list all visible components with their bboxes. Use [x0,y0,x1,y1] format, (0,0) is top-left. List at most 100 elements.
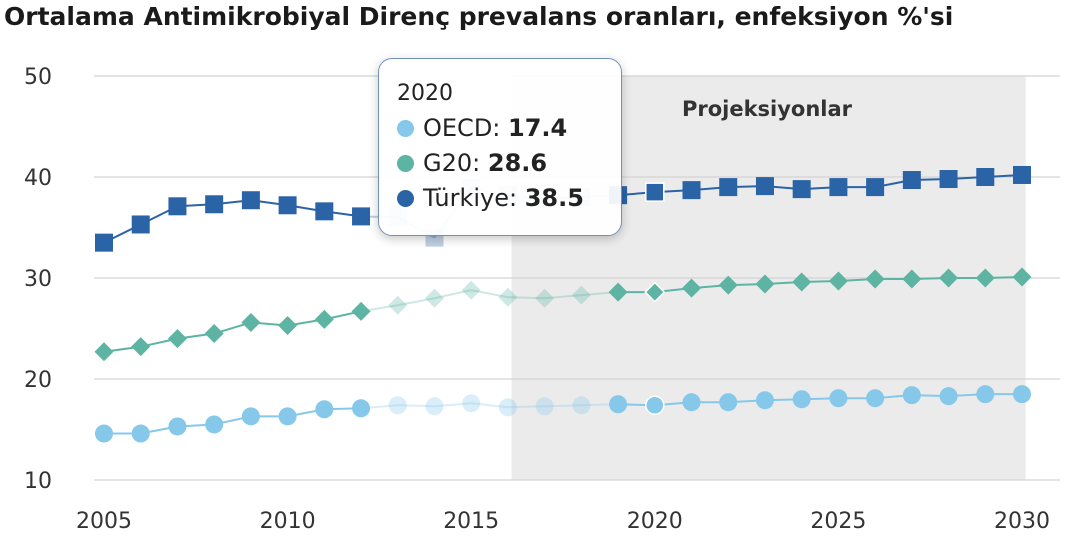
data-point[interactable] [388,396,407,415]
data-point[interactable] [461,280,481,300]
series-line-segment [397,297,435,307]
data-point[interactable] [682,393,701,412]
data-point[interactable] [204,324,224,344]
tooltip-label-turkiye: Türkiye: [423,184,518,212]
data-point[interactable] [168,417,187,436]
tooltip-row-g20: G20: 28.6 [397,146,621,181]
data-point[interactable] [314,309,334,329]
data-point[interactable] [498,287,518,307]
data-point[interactable] [241,312,261,332]
data-point[interactable] [131,337,151,357]
y-tick-label: 30 [24,267,52,292]
data-point[interactable] [424,288,444,308]
data-point[interactable] [792,272,812,292]
data-point[interactable] [902,171,921,190]
data-point[interactable] [975,268,995,288]
data-point[interactable] [131,424,150,443]
tooltip-row-oecd: OECD: 17.4 [397,111,621,146]
data-point[interactable] [644,281,666,303]
data-point[interactable] [645,395,665,416]
tooltip-value-oecd: 17.4 [508,114,568,142]
tooltip-year: 2020 [397,81,453,106]
data-point[interactable] [95,233,113,252]
series-line-segment [507,296,545,300]
data-point[interactable] [1012,267,1032,287]
data-point[interactable] [315,202,334,221]
series-line-segment [507,405,545,409]
y-tick-label: 50 [24,65,52,90]
tooltip-row-turkiye: Türkiye: 38.5 [397,181,621,216]
data-point[interactable] [939,387,958,406]
series-oecd [95,385,1031,443]
data-point[interactable] [939,268,959,288]
data-point[interactable] [866,389,885,408]
data-point[interactable] [939,170,958,189]
y-axis-ticks: 10 20 30 40 50 [24,65,52,494]
data-point[interactable] [535,397,554,416]
data-point[interactable] [719,393,738,412]
data-point[interactable] [95,424,113,443]
data-point[interactable] [792,390,811,409]
data-point[interactable] [1013,165,1031,184]
data-point[interactable] [462,394,481,413]
series-group [94,165,1032,443]
x-axis-ticks: 2005 2010 2015 2020 2025 2030 [76,509,1050,534]
data-point[interactable] [1013,385,1031,404]
data-point[interactable] [425,397,444,416]
data-point[interactable] [866,178,885,197]
data-point[interactable] [719,178,738,197]
y-tick-label: 20 [24,368,52,393]
data-point[interactable] [388,295,408,315]
data-point[interactable] [792,180,811,199]
data-point[interactable] [278,196,297,215]
data-point[interactable] [829,178,848,197]
tooltip: 2020 OECD: 17.4 G20: 28.6 Türkiye: 38.5 [378,58,622,236]
data-point[interactable] [498,398,517,417]
tooltip-value-g20: 28.6 [487,149,548,177]
data-point[interactable] [168,197,187,216]
data-point[interactable] [351,301,371,321]
chart-title: Ortalama Antimikrobiyal Direnç prevalans… [4,2,954,31]
data-point[interactable] [755,391,774,410]
data-point[interactable] [94,342,114,362]
data-point[interactable] [278,407,297,426]
data-point[interactable] [976,385,995,404]
data-point[interactable] [902,386,921,405]
series-line-segment [397,404,435,408]
data-point[interactable] [609,395,628,414]
data-point[interactable] [205,415,224,434]
series-g20 [94,267,1032,362]
tooltip-value-turkiye: 38.5 [524,184,584,212]
data-point[interactable] [755,177,774,196]
data-point[interactable] [241,407,260,426]
data-point[interactable] [352,207,371,226]
data-point[interactable] [241,191,260,210]
data-point[interactable] [535,288,555,308]
turkiye-legend-dot [397,190,414,207]
data-point[interactable] [828,271,848,291]
data-point[interactable] [755,274,775,294]
data-point[interactable] [682,181,701,200]
data-point[interactable] [131,215,150,234]
x-tick-label: 2020 [627,509,683,534]
data-point[interactable] [645,182,665,202]
data-point[interactable] [352,399,371,418]
data-point[interactable] [278,315,298,335]
data-point[interactable] [205,195,224,214]
data-point[interactable] [572,396,591,415]
data-point[interactable] [865,269,885,289]
x-tick-label: 2010 [260,509,316,534]
series-line-segment [471,402,509,409]
data-point[interactable] [167,329,187,349]
data-point[interactable] [718,275,738,295]
data-point[interactable] [976,168,995,186]
x-tick-label: 2030 [994,509,1050,534]
y-tick-label: 10 [24,469,52,494]
data-point[interactable] [829,389,848,408]
data-point[interactable] [315,400,334,419]
data-point[interactable] [571,285,591,305]
data-point[interactable] [608,282,628,302]
data-point[interactable] [902,269,922,289]
x-tick-label: 2025 [810,509,866,534]
data-point[interactable] [682,278,702,298]
